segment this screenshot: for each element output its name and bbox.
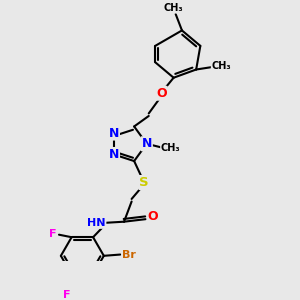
Text: CH₃: CH₃ [163,3,183,13]
Text: N: N [109,127,119,140]
Text: N: N [109,148,119,161]
Text: Br: Br [122,250,136,260]
Text: O: O [156,87,167,100]
Text: F: F [63,290,71,300]
Text: F: F [49,229,56,239]
Text: O: O [148,210,158,223]
Text: CH₃: CH₃ [161,143,181,153]
Text: N: N [142,137,152,150]
Text: CH₃: CH₃ [212,61,231,71]
Text: HN: HN [87,218,106,228]
Text: S: S [140,176,149,189]
